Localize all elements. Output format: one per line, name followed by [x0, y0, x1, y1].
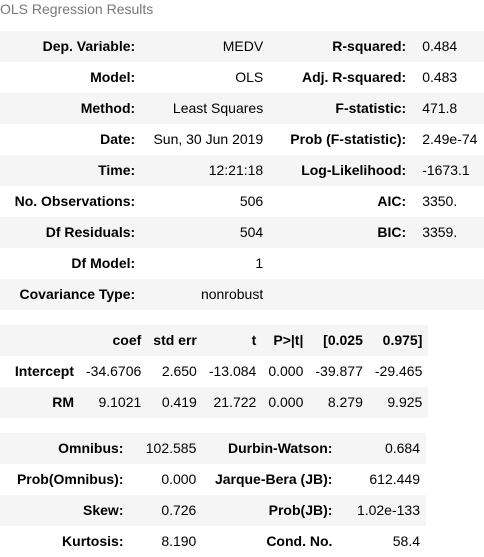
- column-header: 0.975]: [382, 332, 423, 348]
- diagnostics-table: Omnibus: 102.585 Durbin-Watson: 0.684 Pr…: [0, 433, 426, 557]
- row-label: R-squared:: [332, 38, 407, 54]
- table-row: Df Residuals: 504 BIC: 3359.: [0, 217, 484, 248]
- column-header: std err: [153, 332, 197, 348]
- row-label: Date:: [100, 131, 136, 147]
- row-value: 12:21:18: [208, 162, 264, 178]
- row-label: BIC:: [377, 224, 407, 240]
- row-value: 0.684: [384, 440, 420, 456]
- table-header-row: coef std err t P>|t| [0.025 0.975]: [0, 325, 429, 356]
- row-label: Time:: [98, 162, 136, 178]
- table-row: Prob(Omnibus): 0.000 Jarque-Bera (JB): 6…: [0, 464, 426, 495]
- row-value: 8.190: [161, 533, 197, 549]
- table-row: Omnibus: 102.585 Durbin-Watson: 0.684: [0, 433, 426, 464]
- row-value: 612.449: [369, 471, 420, 487]
- table-cell: -29.465: [374, 363, 423, 379]
- table-cell: 21.722: [213, 394, 257, 410]
- row-value: [412, 248, 484, 279]
- row-value: Sun, 30 Jun 2019: [153, 131, 264, 147]
- coefficients-table: coef std err t P>|t| [0.025 0.975] Inter…: [0, 325, 429, 418]
- row-label: Dep. Variable:: [42, 38, 136, 54]
- results-caption: OLS Regression Results: [0, 1, 154, 17]
- table-cell: 0.419: [161, 394, 197, 410]
- row-value: 1: [255, 255, 264, 271]
- row-value: 3359.: [422, 224, 458, 240]
- column-header: t: [251, 332, 257, 348]
- row-label: Prob(JB):: [268, 502, 333, 518]
- row-value: OLS: [235, 69, 264, 85]
- table-row: Date: Sun, 30 Jun 2019 Prob (F-statistic…: [0, 124, 484, 155]
- row-label: Prob(Omnibus):: [16, 471, 124, 487]
- row-label: RM: [52, 394, 74, 410]
- row-label: [269, 248, 412, 279]
- row-value: nonrobust: [200, 286, 264, 302]
- table-cell: 0.000: [268, 363, 304, 379]
- row-label: Df Residuals:: [45, 224, 136, 240]
- row-value: 506: [239, 193, 264, 209]
- row-label: Method:: [80, 100, 136, 116]
- row-label: AIC:: [377, 193, 407, 209]
- row-value: 0.484: [422, 38, 458, 54]
- row-value: [412, 279, 484, 310]
- row-label: No. Observations:: [14, 193, 136, 209]
- row-label: F-statistic:: [335, 100, 407, 116]
- column-header: P>|t|: [273, 332, 304, 348]
- row-value: MEDV: [222, 38, 264, 54]
- row-value: 3350.: [422, 193, 458, 209]
- table-cell: 9.925: [387, 394, 423, 410]
- model-summary-table: Dep. Variable: MEDV R-squared: 0.484 Mod…: [0, 31, 484, 310]
- row-label: Cond. No.: [266, 533, 333, 549]
- row-label: Skew:: [83, 502, 124, 518]
- row-label: Model:: [90, 69, 136, 85]
- table-cell: 8.279: [327, 394, 363, 410]
- row-value: 471.8: [422, 100, 458, 116]
- row-value: 504: [239, 224, 264, 240]
- table-row: Method: Least Squares F-statistic: 471.8: [0, 93, 484, 124]
- table-cell: -39.877: [315, 363, 363, 379]
- row-value: 2.49e-74: [422, 131, 478, 147]
- table-row: Df Model: 1: [0, 248, 484, 279]
- table-row: Skew: 0.726 Prob(JB): 1.02e-133: [0, 495, 426, 526]
- table-cell: 2.650: [161, 363, 197, 379]
- row-label: Intercept: [14, 363, 74, 379]
- table-row: RM 9.1021 0.419 21.722 0.000 8.279 9.925: [0, 387, 429, 418]
- column-header: [0, 325, 80, 356]
- table-row: Kurtosis: 8.190 Cond. No. 58.4: [0, 526, 426, 557]
- row-label: Covariance Type:: [19, 286, 136, 302]
- row-label: Df Model:: [71, 255, 136, 271]
- table-cell: 9.1021: [98, 394, 142, 410]
- row-label: Kurtosis:: [62, 533, 124, 549]
- row-value: Least Squares: [172, 100, 264, 116]
- table-row: Intercept -34.6706 2.650 -13.084 0.000 -…: [0, 356, 428, 387]
- column-header: coef: [112, 332, 142, 348]
- table-row: Time: 12:21:18 Log-Likelihood: -1673.1: [0, 155, 484, 186]
- row-value: 0.483: [422, 69, 458, 85]
- row-value: 58.4: [392, 533, 420, 549]
- row-label: Omnibus:: [58, 440, 124, 456]
- row-value: 1.02e-133: [356, 502, 420, 518]
- row-label: Jarque-Bera (JB):: [214, 471, 333, 487]
- table-row: Dep. Variable: MEDV R-squared: 0.484: [0, 31, 484, 62]
- row-value: 102.585: [145, 440, 197, 456]
- column-header: [0.025: [323, 332, 363, 348]
- row-value: -1673.1: [422, 162, 470, 178]
- row-label: Durbin-Watson:: [227, 440, 333, 456]
- table-cell: -34.6706: [86, 363, 142, 379]
- row-label: Prob (F-statistic):: [290, 131, 407, 147]
- row-value: 0.726: [161, 502, 197, 518]
- row-label: Log-Likelihood:: [301, 162, 407, 178]
- table-cell: -13.084: [208, 363, 257, 379]
- table-row: No. Observations: 506 AIC: 3350.: [0, 186, 484, 217]
- table-row: Model: OLS Adj. R-squared: 0.483: [0, 62, 484, 93]
- table-cell: 0.000: [268, 394, 304, 410]
- row-label: Adj. R-squared:: [301, 69, 407, 85]
- row-label: [269, 279, 412, 310]
- table-row: Covariance Type: nonrobust: [0, 279, 484, 310]
- row-value: 0.000: [161, 471, 197, 487]
